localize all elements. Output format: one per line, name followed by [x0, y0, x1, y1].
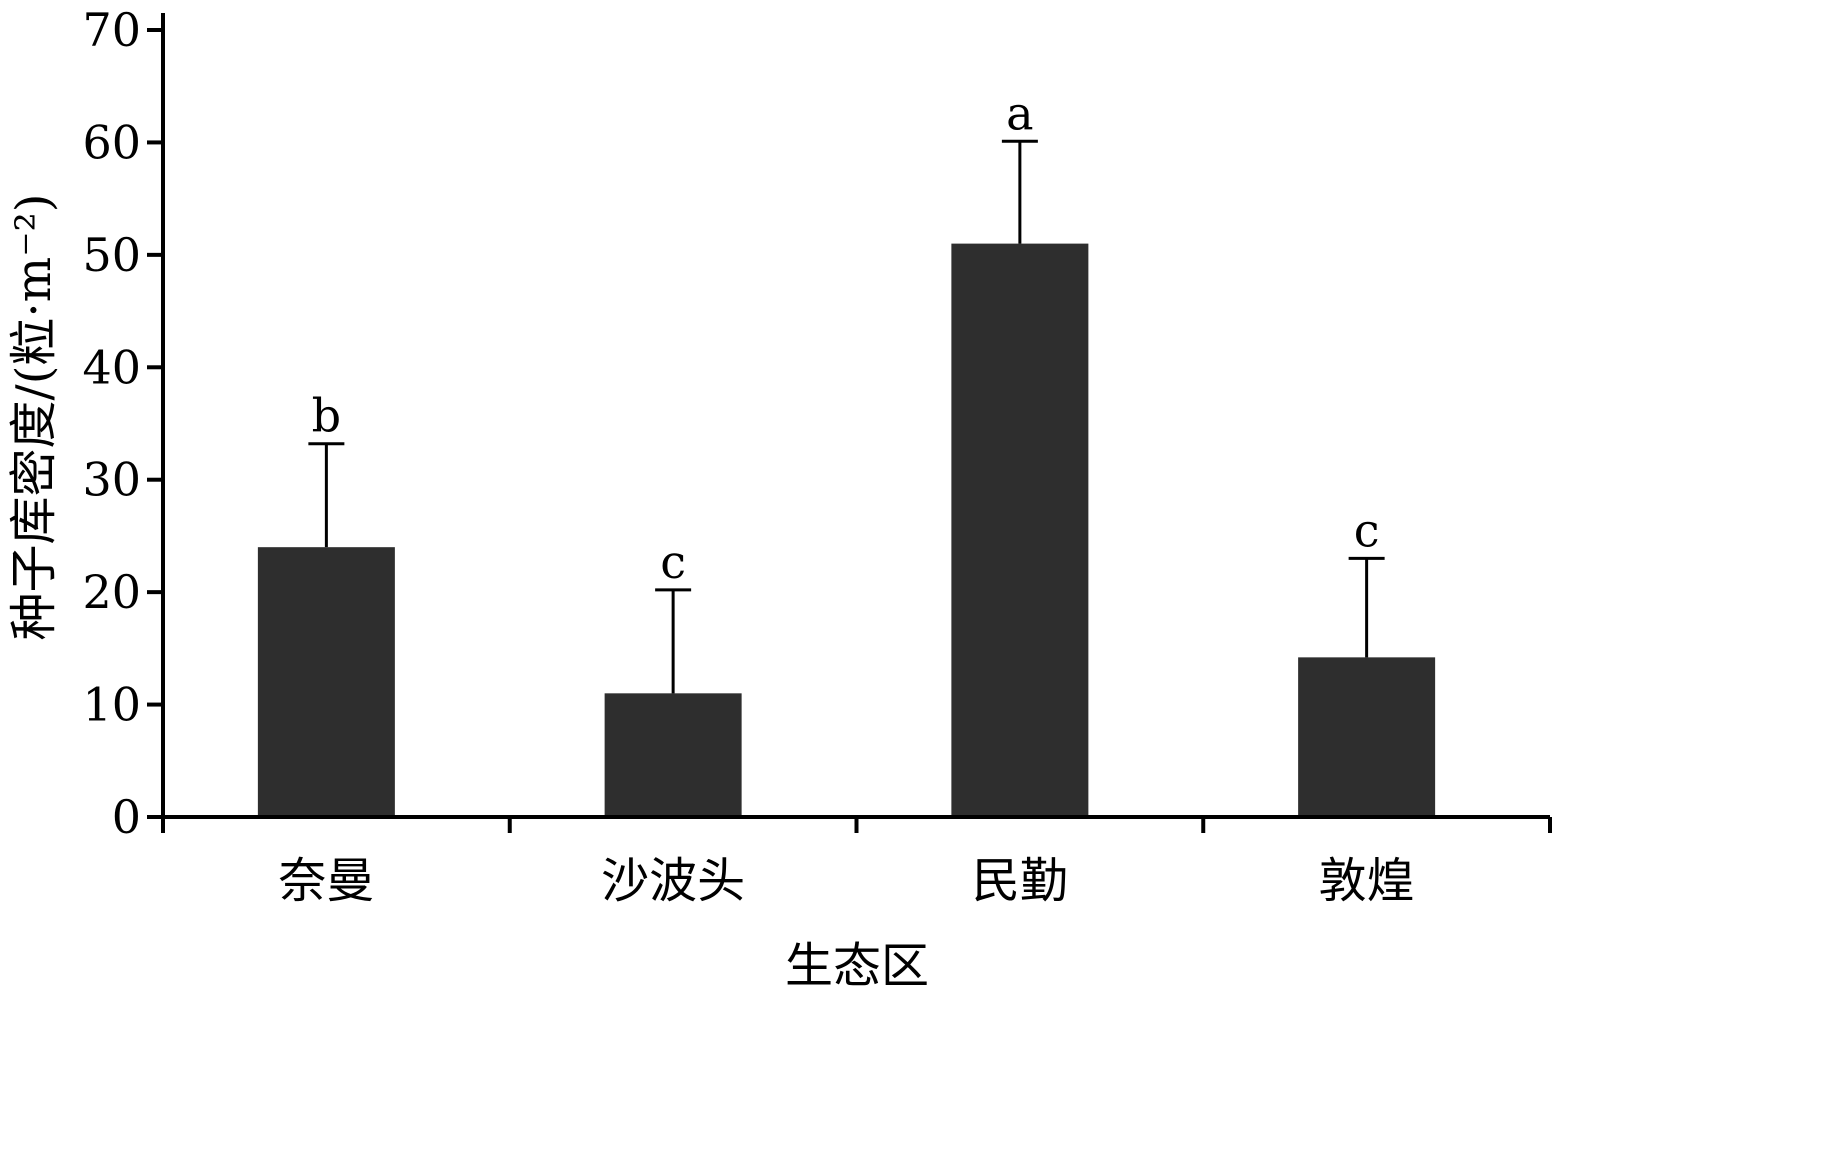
y-tick-label-4: 40: [82, 340, 141, 394]
y-tick-label-2: 20: [82, 565, 141, 619]
x-axis-title: 生态区: [785, 938, 929, 994]
significance-label-1: b: [312, 389, 341, 443]
x-category-labels-group: 奈曼 沙波头 民勤 敦煌: [278, 853, 1414, 909]
x-category-label-2: 沙波头: [601, 853, 745, 909]
y-tick-label-0: 0: [112, 790, 141, 844]
y-tick-label-7: 70: [82, 3, 141, 57]
y-tick-label-1: 10: [82, 678, 141, 732]
x-category-label-1: 奈曼: [278, 853, 374, 909]
y-ticks-group: 0 10 20 30 40 50 60 70: [82, 3, 163, 844]
y-axis-title: 种子库密度/(粒·m⁻²): [6, 194, 62, 641]
significance-labels-group: b c a c: [312, 86, 1380, 589]
significance-label-4: c: [1354, 503, 1380, 557]
chart: b c a c 0 10 20 30 40 50 60 70 奈曼 沙波头 民勤 敦煌 生态区 种子库密度…: [6, 3, 1552, 994]
x-category-label-3: 民勤: [972, 853, 1068, 909]
bar-2: [604, 693, 742, 817]
bar-1: [257, 547, 395, 817]
x-category-label-4: 敦煌: [1319, 853, 1415, 909]
y-tick-label-5: 50: [82, 228, 141, 282]
error-bars-group: [308, 139, 1385, 694]
bar-4: [1298, 657, 1436, 817]
y-tick-label-6: 60: [82, 115, 141, 169]
y-tick-label-3: 30: [82, 453, 141, 507]
significance-label-2: c: [660, 535, 686, 589]
bar-chart-svg: b c a c 0 10 20 30 40 50 60 70 奈曼 沙波头 民勤 敦煌 生态区 种子库密度…: [6, 3, 1552, 994]
bar-3: [951, 243, 1089, 818]
axes-group: [161, 13, 1552, 833]
bars-group: [257, 243, 1436, 818]
significance-label-3: a: [1006, 86, 1033, 140]
